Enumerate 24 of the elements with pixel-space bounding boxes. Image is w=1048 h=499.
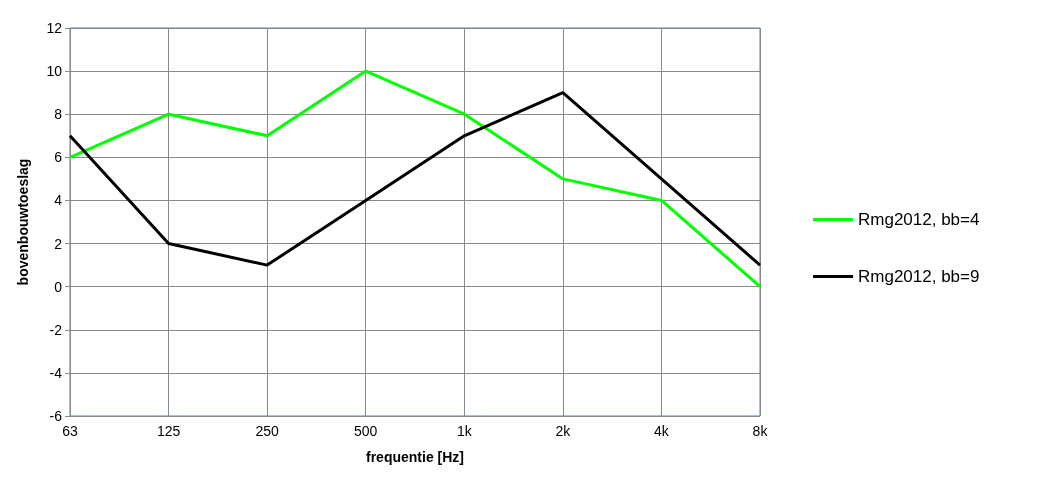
legend-label: Rmg2012, bb=4 [858, 210, 980, 229]
y-tick-label: 6 [54, 149, 63, 166]
y-tick-label: -4 [49, 364, 63, 381]
legend-label: Rmg2012, bb=9 [858, 267, 980, 286]
y-tick-label: 8 [54, 106, 63, 123]
x-tick-label: 250 [255, 423, 280, 439]
x-tick-label: 4k [654, 423, 670, 439]
y-tick-label: 10 [46, 63, 63, 80]
line-series [68, 91, 762, 267]
y-axis-title: bovenbouwtoeslag [15, 158, 31, 286]
x-axis-title: frequentie [Hz] [366, 449, 464, 465]
x-tick-label: 125 [156, 423, 181, 439]
x-tick-label: 2k [555, 423, 572, 439]
x-tick-label: 63 [62, 423, 78, 439]
line-series [68, 69, 762, 289]
y-tick-label: 4 [54, 192, 63, 209]
x-tick-label: 8k [752, 423, 769, 439]
y-tick-label: 12 [46, 20, 63, 36]
y-tick-label: 2 [54, 235, 63, 252]
x-tick-label: 500 [354, 423, 378, 439]
x-tick-label: 1k [456, 423, 473, 439]
y-tick-label: -6 [49, 408, 63, 424]
y-tick-label: 0 [54, 278, 63, 295]
y-tick-label: -2 [49, 321, 63, 338]
